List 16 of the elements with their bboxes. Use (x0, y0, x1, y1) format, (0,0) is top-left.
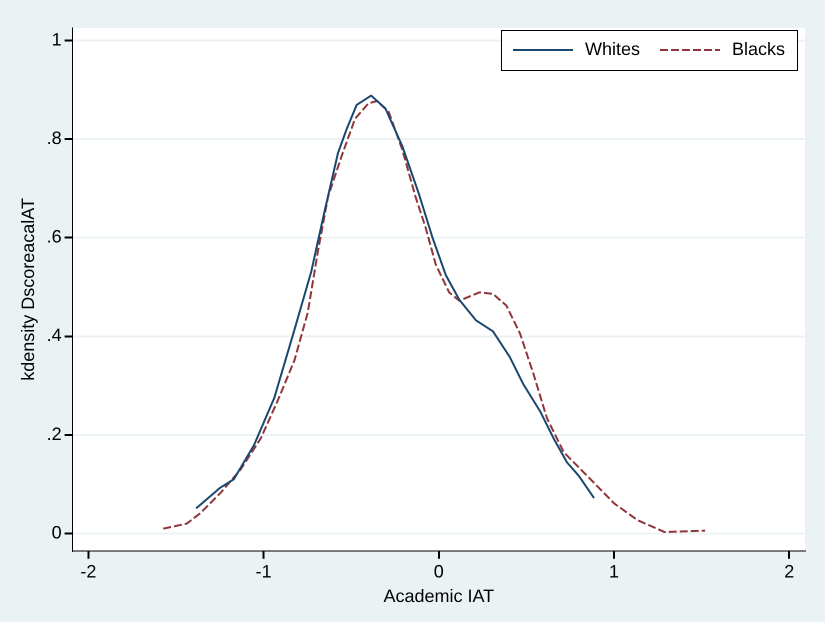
y-tick-label: 0 (52, 522, 62, 543)
y-tick-label: .8 (46, 128, 62, 148)
line-series (162, 100, 706, 534)
y-axis-title: kdensity DscoreacalAT (18, 198, 38, 381)
y-tick-label: .6 (46, 226, 62, 247)
x-axis-title: Academic IAT (383, 586, 494, 606)
legend-label: Blacks (732, 38, 785, 59)
legend-label: Whites (584, 38, 640, 59)
y-tick-label: .4 (46, 325, 62, 346)
y-tick-label: 1 (52, 29, 62, 50)
y-tick-label: .2 (46, 424, 62, 444)
x-tick-label: -1 (256, 562, 272, 582)
x-tick-label: 0 (434, 562, 444, 582)
x-tick-label: 2 (784, 562, 794, 582)
x-tick-label: -2 (80, 562, 96, 582)
x-tick-label: 1 (609, 562, 620, 582)
